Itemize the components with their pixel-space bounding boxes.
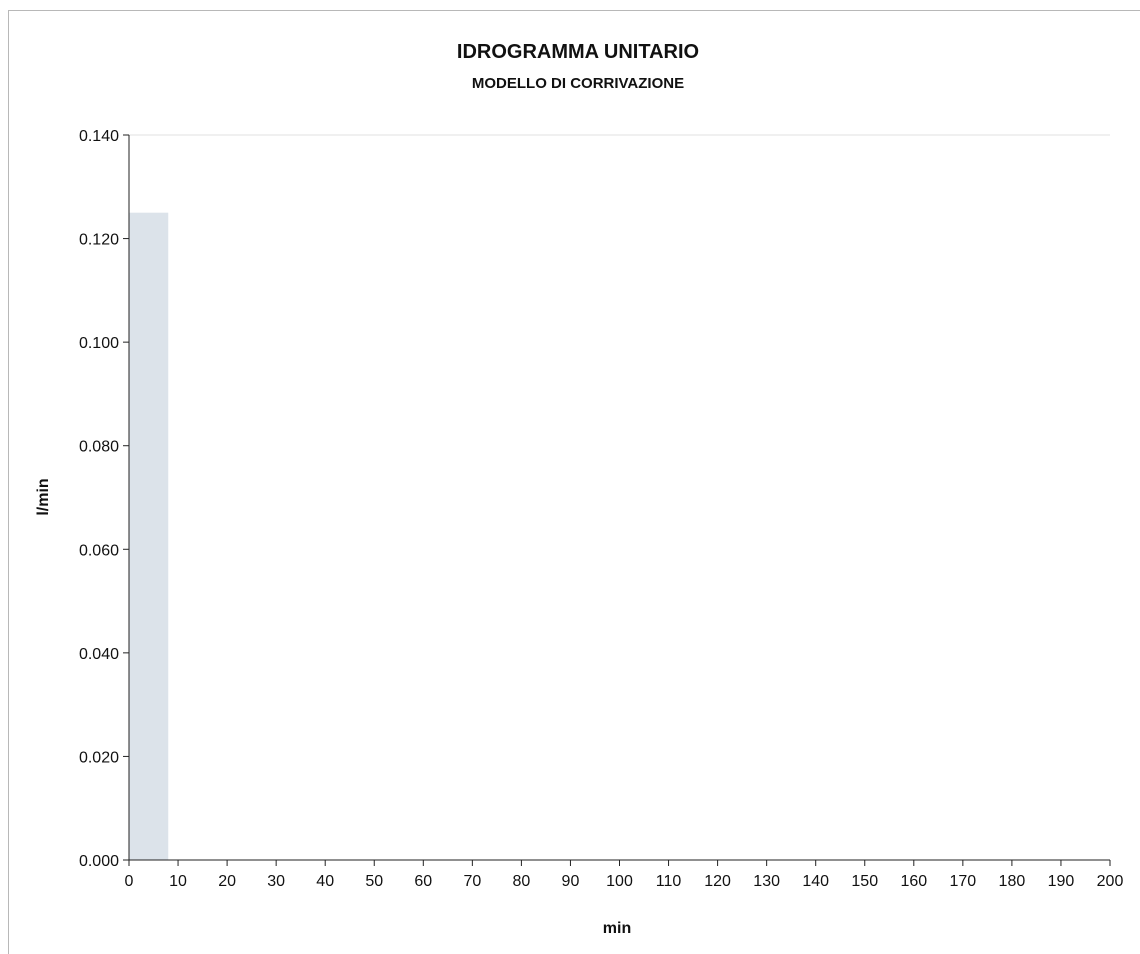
x-tick-label: 20 (218, 873, 236, 890)
y-tick-label: 0.040 (79, 646, 119, 663)
x-tick-label: 40 (316, 873, 334, 890)
y-tick-label: 0.100 (79, 335, 119, 352)
x-tick-label: 30 (267, 873, 285, 890)
y-tick-label: 0.000 (79, 853, 119, 870)
chart-title: IDROGRAMMA UNITARIO (457, 41, 699, 63)
x-tick-label: 160 (900, 873, 927, 890)
y-tick-label: 0.140 (79, 128, 119, 145)
x-tick-label: 110 (656, 873, 682, 890)
x-tick-label: 140 (802, 873, 829, 890)
x-tick-label: 190 (1048, 873, 1075, 890)
x-tick-label: 80 (513, 873, 531, 890)
y-tick-label: 0.080 (79, 439, 119, 456)
y-tick-label: 0.020 (79, 749, 119, 766)
x-tick-label: 50 (365, 873, 383, 890)
x-tick-label: 90 (562, 873, 580, 890)
chart-subtitle: MODELLO DI CORRIVAZIONE (472, 75, 684, 92)
x-tick-label: 180 (999, 873, 1026, 890)
bars-layer (129, 212, 169, 860)
x-tick-label: 120 (704, 873, 731, 890)
x-tick-label: 150 (851, 873, 878, 890)
x-tick-label: 0 (125, 873, 134, 890)
x-tick-label: 170 (949, 873, 976, 890)
y-tick-label: 0.120 (79, 232, 119, 249)
x-tick-label: 130 (753, 873, 780, 890)
x-tick-label: 100 (606, 873, 633, 890)
y-axis-label: l/min (35, 478, 52, 515)
x-tick-label: 70 (463, 873, 481, 890)
axes-layer: 0.000 0.020 0.040 0.060 0.080 0.100 0.120 0.140… (79, 128, 1123, 890)
x-axis-label: min (603, 920, 631, 937)
x-tick-label: 60 (414, 873, 432, 890)
x-tick-label: 200 (1097, 873, 1124, 890)
x-tick-label: 10 (169, 873, 187, 890)
y-tick-label: 0.060 (79, 542, 119, 559)
chart-frame (8, 10, 1140, 954)
bar-0 (129, 212, 169, 860)
